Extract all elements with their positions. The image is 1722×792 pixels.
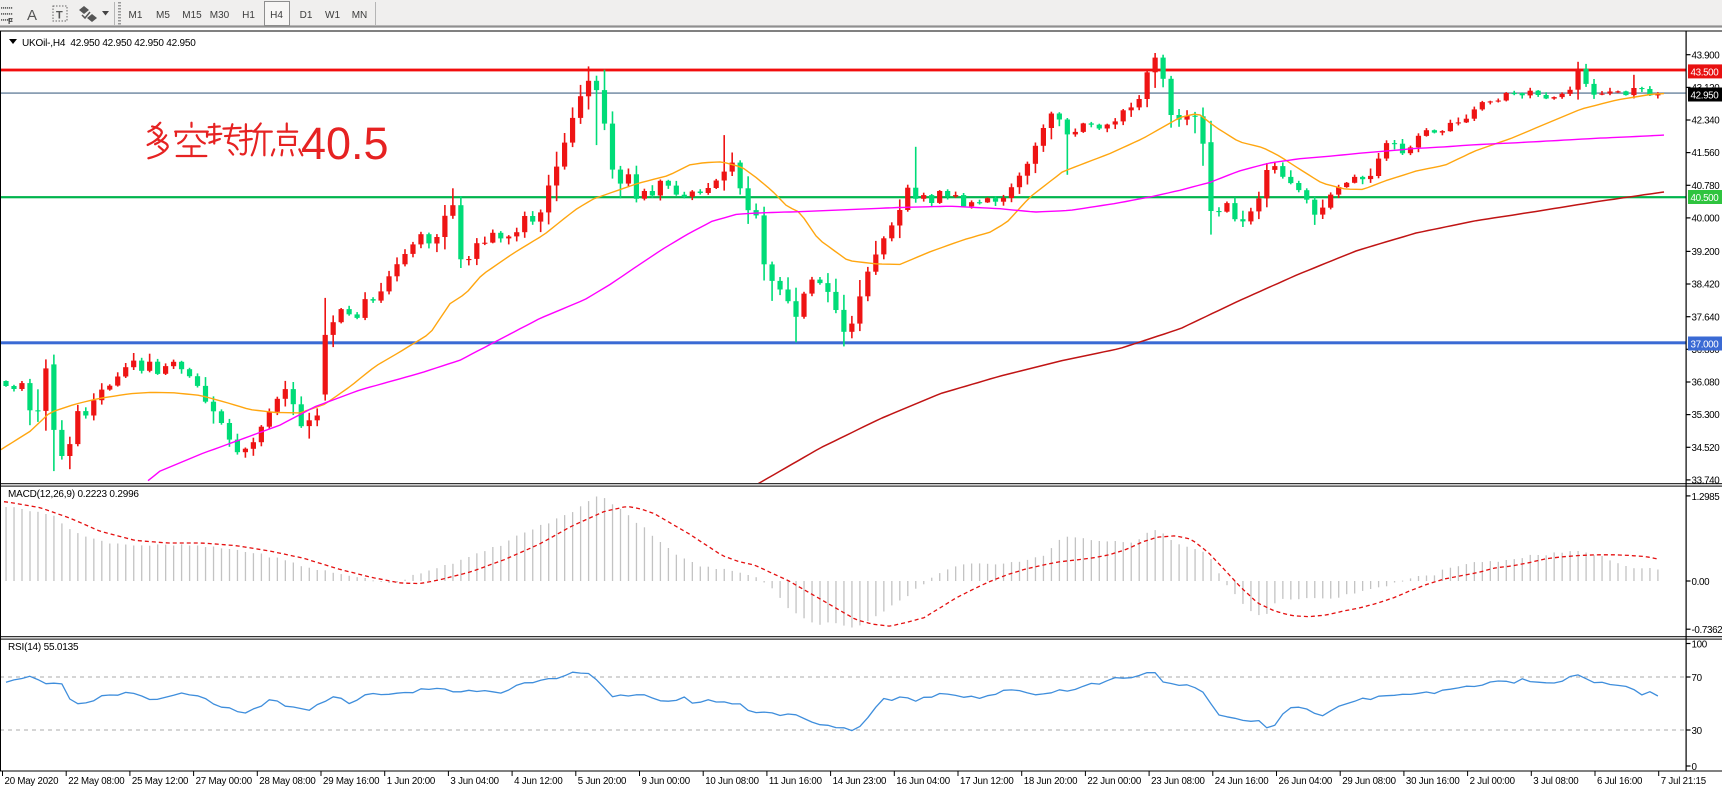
svg-text:29 May 16:00: 29 May 16:00 (323, 776, 380, 787)
svg-text:26 Jun 04:00: 26 Jun 04:00 (1279, 776, 1333, 787)
svg-text:-0.7362: -0.7362 (1692, 625, 1722, 636)
svg-text:16 Jun 04:00: 16 Jun 04:00 (896, 776, 950, 787)
svg-text:5 Jun 20:00: 5 Jun 20:00 (578, 776, 627, 787)
svg-text:M30: M30 (210, 10, 230, 21)
svg-text:1 Jun 20:00: 1 Jun 20:00 (387, 776, 436, 787)
svg-text:35.300: 35.300 (1692, 410, 1721, 421)
svg-text:H4: H4 (270, 10, 283, 21)
svg-text:2 Jul 00:00: 2 Jul 00:00 (1470, 776, 1516, 787)
svg-text:MN: MN (352, 10, 368, 21)
svg-text:20 May 2020: 20 May 2020 (5, 776, 60, 787)
svg-text:6 Jul 16:00: 6 Jul 16:00 (1597, 776, 1643, 787)
svg-text:D1: D1 (300, 10, 313, 21)
svg-text:37.640: 37.640 (1692, 312, 1721, 323)
svg-text:27 May 00:00: 27 May 00:00 (196, 776, 253, 787)
svg-text:30: 30 (1692, 726, 1703, 737)
svg-text:17 Jun 12:00: 17 Jun 12:00 (960, 776, 1014, 787)
svg-text:25 May 12:00: 25 May 12:00 (132, 776, 189, 787)
svg-text:43.500: 43.500 (1691, 67, 1720, 78)
svg-text:42.340: 42.340 (1692, 116, 1721, 127)
svg-text:4 Jun 12:00: 4 Jun 12:00 (514, 776, 563, 787)
svg-text:M5: M5 (156, 10, 170, 21)
svg-text:9 Jun 00:00: 9 Jun 00:00 (642, 776, 691, 787)
svg-text:42.950: 42.950 (1691, 91, 1720, 102)
svg-text:40.500: 40.500 (1691, 193, 1720, 204)
svg-text:10 Jun 08:00: 10 Jun 08:00 (705, 776, 759, 787)
svg-text:34.520: 34.520 (1692, 443, 1721, 454)
svg-text:A: A (27, 7, 37, 24)
svg-text:14 Jun 23:00: 14 Jun 23:00 (833, 776, 887, 787)
svg-text:100: 100 (1692, 640, 1708, 651)
svg-text:43.900: 43.900 (1692, 50, 1721, 61)
svg-text:30 Jun 16:00: 30 Jun 16:00 (1406, 776, 1460, 787)
svg-text:36.080: 36.080 (1692, 378, 1721, 389)
svg-text:40.780: 40.780 (1692, 181, 1721, 192)
svg-text:18 Jun 20:00: 18 Jun 20:00 (1024, 776, 1078, 787)
svg-text:1.2985: 1.2985 (1692, 492, 1721, 503)
svg-text:24 Jun 16:00: 24 Jun 16:00 (1215, 776, 1269, 787)
svg-text:W1: W1 (325, 10, 340, 21)
svg-text:3 Jul 08:00: 3 Jul 08:00 (1533, 776, 1579, 787)
svg-text:33.740: 33.740 (1692, 476, 1721, 487)
svg-text:M1: M1 (129, 10, 143, 21)
svg-text:39.200: 39.200 (1692, 247, 1721, 258)
svg-text:40.5: 40.5 (301, 118, 389, 169)
svg-text:40.000: 40.000 (1692, 214, 1721, 225)
svg-text:T: T (56, 10, 63, 22)
svg-text:41.560: 41.560 (1692, 148, 1721, 159)
svg-text:22 May 08:00: 22 May 08:00 (68, 776, 125, 787)
svg-text:22 Jun 00:00: 22 Jun 00:00 (1087, 776, 1141, 787)
svg-text:RSI(14) 55.0135: RSI(14) 55.0135 (8, 642, 79, 653)
svg-text:28 May 08:00: 28 May 08:00 (259, 776, 316, 787)
svg-text:M15: M15 (182, 10, 202, 21)
svg-text:UKOil-,H4 42.950 42.950 42.95: UKOil-,H4 42.950 42.950 42.950 42.950 (22, 38, 196, 49)
svg-text:H1: H1 (242, 10, 255, 21)
svg-text:0: 0 (1692, 762, 1698, 773)
svg-text:29 Jun 08:00: 29 Jun 08:00 (1342, 776, 1396, 787)
svg-text:MACD(12,26,9) 0.2223 0.2996: MACD(12,26,9) 0.2223 0.2996 (8, 489, 139, 500)
svg-text:70: 70 (1692, 673, 1703, 684)
svg-text:38.420: 38.420 (1692, 280, 1721, 291)
svg-text:0.00: 0.00 (1692, 577, 1711, 588)
svg-text:37.000: 37.000 (1691, 340, 1720, 351)
svg-text:F: F (8, 17, 13, 26)
svg-text:3 Jun 04:00: 3 Jun 04:00 (450, 776, 499, 787)
svg-text:11 Jun 16:00: 11 Jun 16:00 (769, 776, 823, 787)
svg-text:23 Jun 08:00: 23 Jun 08:00 (1151, 776, 1205, 787)
svg-text:7 Jul 21:15: 7 Jul 21:15 (1661, 776, 1706, 787)
